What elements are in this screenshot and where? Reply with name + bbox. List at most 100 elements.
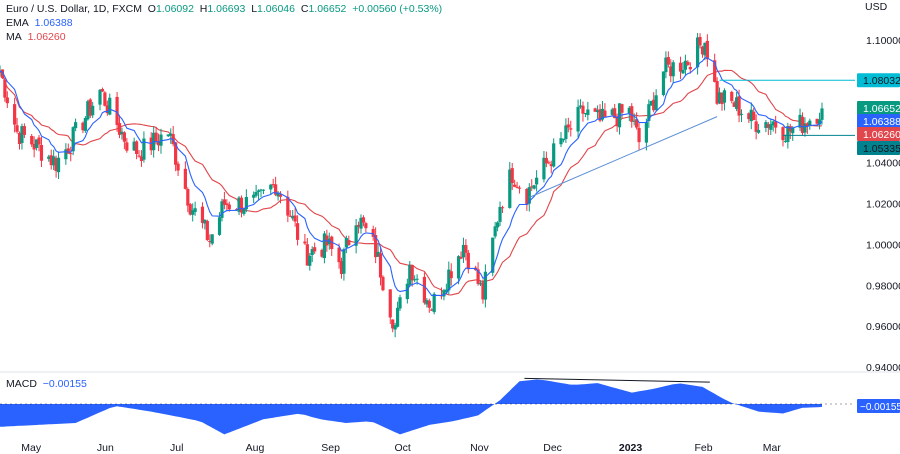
- candle-body: [432, 293, 436, 313]
- candle-body: [0, 69, 5, 78]
- candle-body: [764, 122, 768, 128]
- candle-body: [549, 164, 553, 167]
- candle-body: [415, 278, 419, 280]
- candle-body: [483, 271, 487, 300]
- low-label: L: [251, 3, 258, 15]
- macd-tag-label: −0.00155: [860, 402, 900, 413]
- candle-body: [34, 139, 39, 148]
- candle-body: [808, 120, 812, 126]
- candle-body: [786, 126, 790, 143]
- candle-body: [456, 256, 461, 279]
- candle-body: [774, 121, 778, 128]
- candle-body: [705, 40, 709, 60]
- candles-layer: [0, 33, 824, 338]
- ma-line: [0, 69, 823, 296]
- candle-body: [449, 271, 453, 279]
- y-tick-label: 0.94000: [866, 362, 900, 374]
- x-tick-label: 2023: [619, 442, 643, 454]
- candle-body: [139, 156, 144, 162]
- x-tick-label: Dec: [543, 442, 562, 454]
- candle-body: [303, 241, 307, 244]
- candle-body: [237, 197, 241, 212]
- candle-body: [159, 134, 163, 146]
- candle-body: [732, 102, 736, 107]
- y-tick-label: 1.02000: [866, 199, 900, 211]
- candle-body: [305, 244, 309, 266]
- candle-body: [459, 256, 463, 259]
- candle-body: [252, 194, 256, 198]
- candle-body: [276, 192, 280, 197]
- candle-body: [17, 132, 22, 145]
- candle-body: [120, 131, 124, 135]
- candle-body: [517, 187, 522, 189]
- candle-body: [344, 238, 348, 248]
- candle-body: [205, 220, 209, 240]
- candle-body: [142, 138, 146, 160]
- candle-body: [547, 162, 551, 164]
- candle-body: [361, 217, 366, 223]
- candle-body: [478, 283, 483, 285]
- x-tick-label: Jun: [97, 442, 114, 454]
- candle-body: [600, 108, 605, 120]
- candle-body: [769, 124, 773, 130]
- candle-body: [395, 307, 400, 327]
- candle-body: [681, 69, 685, 74]
- candle-body: [225, 203, 229, 205]
- candle-body: [442, 290, 446, 297]
- candle-body: [700, 46, 705, 55]
- candle-body: [581, 105, 585, 114]
- candle-body: [610, 109, 614, 115]
- candle-body: [647, 104, 651, 121]
- candle-body: [561, 138, 566, 141]
- ma-price-label: 1.06260: [863, 129, 900, 141]
- candle-body: [615, 116, 619, 127]
- candle-body: [193, 208, 197, 212]
- candle-body: [71, 127, 75, 152]
- candle-body: [805, 123, 809, 127]
- ema-label: EMA: [6, 17, 29, 29]
- y-tick-label: 1.10000: [866, 35, 900, 47]
- candle-body: [583, 113, 588, 115]
- resistance-price-tag: [857, 73, 900, 88]
- candle-body: [32, 143, 36, 150]
- candle-body: [815, 118, 819, 124]
- candle-body: [425, 300, 429, 305]
- candle-body: [715, 81, 719, 104]
- candle-body: [552, 143, 556, 167]
- candle-body: [722, 90, 727, 103]
- candle-body: [430, 309, 434, 311]
- candle-body: [754, 121, 758, 132]
- candle-body: [100, 89, 105, 92]
- candle-body: [393, 325, 397, 330]
- candle-body: [515, 186, 519, 188]
- candle-body: [325, 235, 329, 246]
- candle-body: [500, 207, 505, 209]
- candle-body: [203, 219, 207, 224]
- candle-body: [376, 251, 380, 257]
- candle-body: [798, 114, 802, 128]
- candle-body: [134, 141, 139, 154]
- close-price-label: 1.06652: [863, 103, 900, 115]
- candle-body: [88, 99, 92, 116]
- candle-body: [86, 101, 90, 120]
- resistance-price-label: 1.08032: [863, 75, 900, 87]
- candle-body: [766, 124, 770, 128]
- candle-body: [242, 209, 246, 214]
- candle-body: [652, 99, 656, 111]
- candle-body: [239, 197, 244, 213]
- candle-body: [13, 104, 17, 125]
- candle-body: [739, 113, 744, 115]
- candle-body: [637, 127, 641, 143]
- candle-body: [613, 108, 617, 119]
- candle-body: [330, 236, 334, 250]
- x-tick-label: Aug: [246, 442, 265, 454]
- candle-body: [30, 135, 34, 145]
- candle-body: [510, 168, 514, 184]
- high-label: H: [199, 3, 208, 15]
- candle-body: [586, 109, 590, 116]
- candle-body: [595, 110, 600, 113]
- candle-body: [564, 125, 568, 140]
- candle-body: [632, 120, 636, 122]
